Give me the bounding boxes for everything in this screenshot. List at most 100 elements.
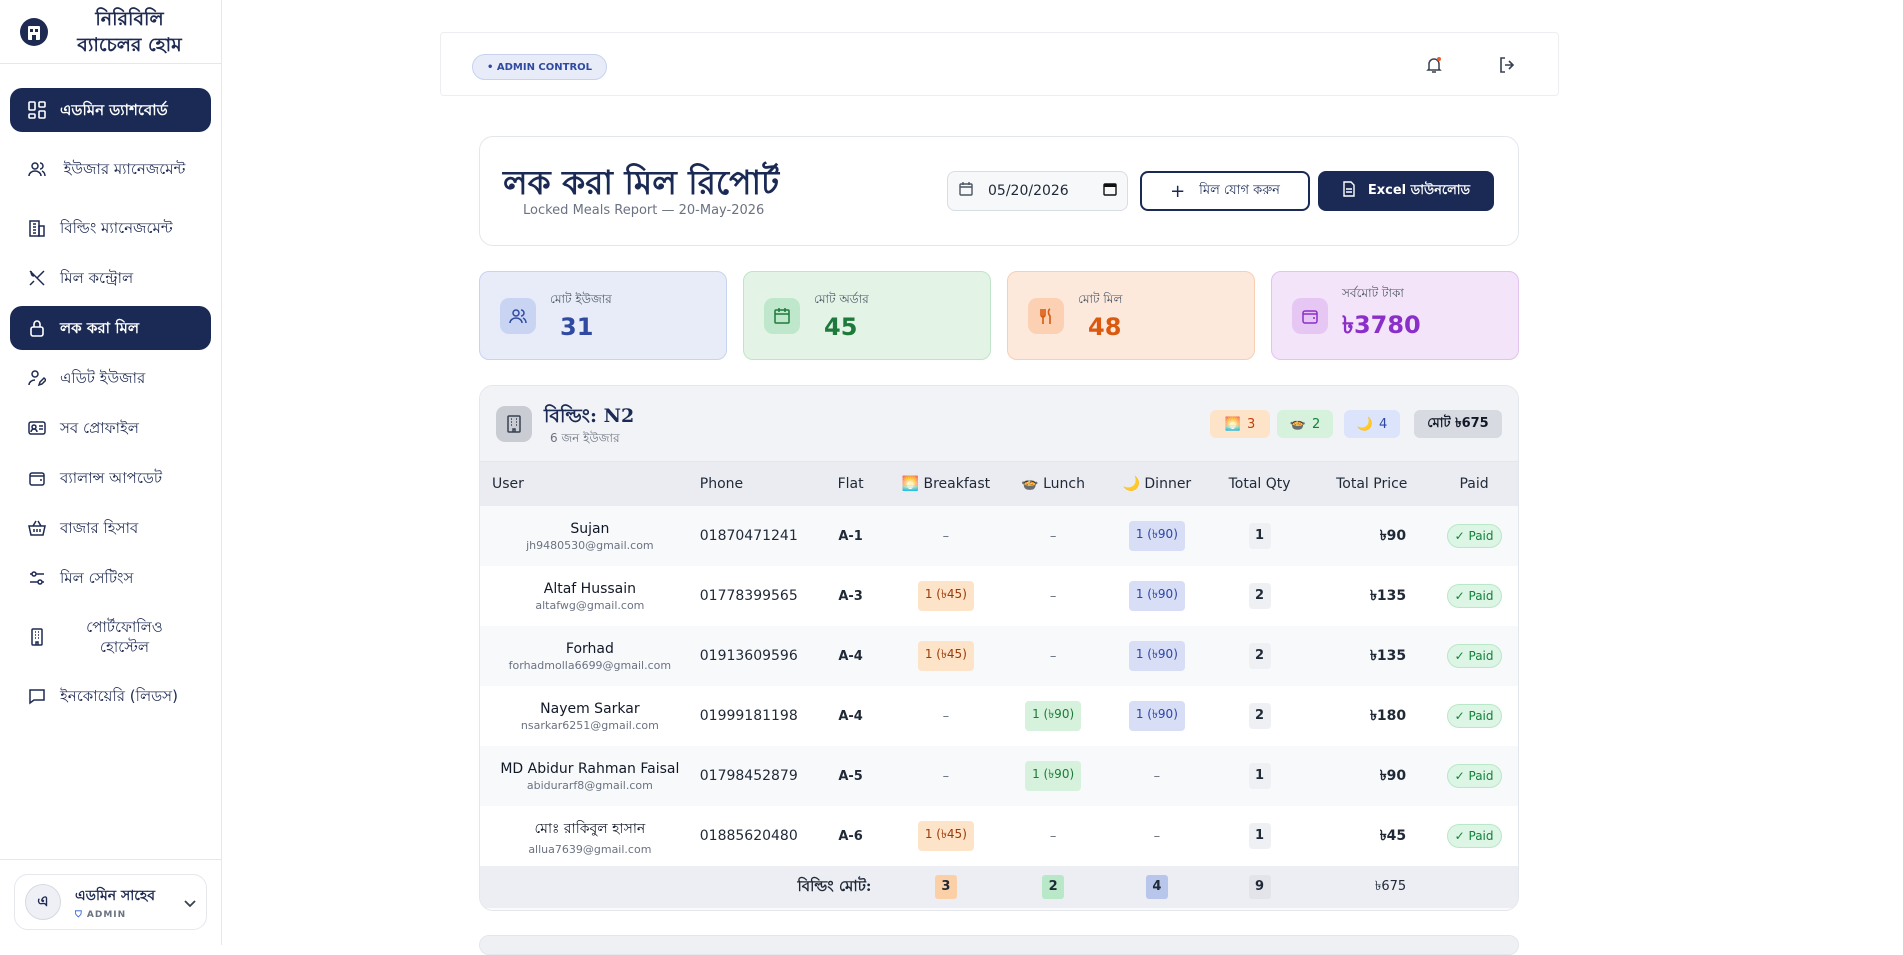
stat-total-amount: সর্বমোট টাকা ৳3780 bbox=[1271, 271, 1519, 360]
lunch-meal-tag: 1 (৳90) bbox=[1025, 701, 1082, 731]
sidebar-item-label: ইউজার ম্যানেজমেন্ট bbox=[63, 160, 186, 178]
column-header[interactable]: Total Price bbox=[1313, 462, 1431, 506]
sidebar-item-label: বিল্ডিং ম্যানেজমেন্ট bbox=[60, 219, 173, 237]
sidebar-item-label: পোর্টফোলিও হোস্টেল bbox=[86, 618, 163, 656]
date-picker[interactable]: 05/20/2026 bbox=[947, 171, 1128, 211]
table-row[interactable]: MD Abidur Rahman Faisal abidurarf8@gmail.… bbox=[480, 746, 1518, 806]
total-price: ৳90 bbox=[1313, 506, 1431, 566]
avatar: এ bbox=[25, 884, 61, 920]
logout-icon[interactable] bbox=[1495, 53, 1519, 77]
paid-badge: ✓ Paid bbox=[1446, 584, 1502, 608]
calendar-icon bbox=[958, 181, 974, 201]
calendar-picker-icon[interactable] bbox=[1103, 182, 1117, 200]
total-lunch: 2 bbox=[1042, 875, 1065, 899]
sidebar-item-balance-update[interactable]: ব্যালান্স আপডেট bbox=[10, 456, 211, 500]
excel-download-button[interactable]: Excel ডাউনলোড bbox=[1318, 171, 1494, 211]
sidebar-item-admin-dashboard[interactable]: এডমিন ড্যাশবোর্ড bbox=[10, 88, 211, 132]
column-header[interactable]: Flat bbox=[807, 462, 894, 506]
column-header[interactable]: Phone bbox=[699, 462, 808, 506]
building-header: বিল্ডিং: N2 6 জন ইউজার 🌅 3 🍲 2 🌙 4 মোট ৳675 bbox=[480, 386, 1518, 462]
paid-badge: ✓ Paid bbox=[1446, 704, 1502, 728]
sidebar-item-meal-control[interactable]: মিল কন্ট্রোল bbox=[10, 256, 211, 300]
user-email: jh9480530@gmail.com bbox=[526, 538, 654, 552]
breakfast-meal-tag: 1 (৳45) bbox=[917, 581, 974, 611]
sliders-icon bbox=[26, 567, 48, 589]
phone: 01885620480 bbox=[699, 806, 808, 866]
id-card-icon bbox=[26, 417, 48, 439]
sidebar-item-all-profiles[interactable]: সব প্রোফাইল bbox=[10, 406, 211, 450]
column-header[interactable]: Total Qty bbox=[1205, 462, 1314, 506]
plus-icon: + bbox=[1170, 180, 1186, 202]
sidebar-item-locked-meals[interactable]: লক করা মিল bbox=[10, 306, 211, 350]
total-breakfast: 3 bbox=[934, 875, 957, 899]
empty-meal: – bbox=[1049, 828, 1057, 844]
column-header[interactable]: Paid bbox=[1430, 462, 1518, 506]
empty-meal: – bbox=[1049, 588, 1057, 604]
user-email: altafwg@gmail.com bbox=[535, 598, 645, 612]
empty-meal: – bbox=[942, 708, 950, 724]
notification-bell-icon[interactable] bbox=[1422, 53, 1446, 77]
paid-badge: ✓ Paid bbox=[1446, 824, 1502, 848]
user-name: মোঃ রাকিবুল হাসান bbox=[534, 820, 646, 837]
table-row[interactable]: Nayem Sarkar nsarkar6251@gmail.com 0199918… bbox=[480, 686, 1518, 746]
column-header[interactable]: 🌙 Dinner bbox=[1107, 462, 1206, 506]
total-price: ৳90 bbox=[1313, 746, 1431, 806]
table-row[interactable]: Altaf Hussain altafwg@gmail.com 0177839956… bbox=[480, 566, 1518, 626]
moon-icon: 🌙 bbox=[1356, 416, 1373, 432]
sidebar-item-meal-settings[interactable]: মিল সেটিংস bbox=[10, 556, 211, 600]
wallet-icon bbox=[1292, 297, 1328, 334]
total-price: ৳675 bbox=[1313, 866, 1431, 908]
sidebar-item-inquiry-leads[interactable]: ইনকোয়েরি (লিডস) bbox=[10, 674, 211, 718]
stat-value: 48 bbox=[1088, 312, 1122, 341]
total-qty: 1 bbox=[1248, 763, 1271, 789]
breakfast-count: 3 bbox=[1246, 416, 1256, 432]
sidebar-item-bazar-account[interactable]: বাজার হিসাব bbox=[10, 506, 211, 550]
total-price: ৳135 bbox=[1313, 626, 1431, 686]
message-icon bbox=[26, 685, 48, 707]
sidebar-item-portfolio-hostel[interactable]: পোর্টফোলিও হোস্টেল bbox=[10, 606, 211, 668]
flat: A-3 bbox=[807, 566, 894, 626]
chevron-down-icon[interactable] bbox=[184, 893, 196, 912]
utensils-icon bbox=[26, 267, 48, 289]
dinner-meal-tag: 1 (৳90) bbox=[1128, 581, 1185, 611]
user-name: Sujan bbox=[570, 520, 610, 537]
column-header[interactable]: 🍲 Lunch bbox=[998, 462, 1108, 506]
user-edit-icon bbox=[26, 367, 48, 389]
sidebar-item-building-management[interactable]: বিল্ডিং ম্যানেজমেন্ট bbox=[10, 206, 211, 250]
user-email: forhadmolla6699@gmail.com bbox=[508, 658, 672, 672]
sidebar-item-label: ইনকোয়েরি (লিডস) bbox=[60, 687, 178, 705]
next-building-card bbox=[479, 935, 1519, 955]
user-profile-card[interactable]: এ এডমিন সাহেব ⛉ ADMIN bbox=[14, 874, 207, 930]
stat-total-orders: মোট অর্ডার 45 bbox=[743, 271, 991, 360]
lunch-count-chip: 🍲 2 bbox=[1277, 410, 1333, 438]
sidebar-item-label: এডমিন ড্যাশবোর্ড bbox=[60, 101, 168, 119]
user-name: এডমিন সাহেব bbox=[75, 888, 156, 904]
table-row[interactable]: Forhad forhadmolla6699@gmail.com 019136095… bbox=[480, 626, 1518, 686]
total-qty: 9 bbox=[1248, 875, 1271, 899]
sidebar-item-label: এডিট ইউজার bbox=[60, 369, 146, 387]
sidebar-item-user-management[interactable]: ইউজার ম্যানেজমেন্ট bbox=[10, 138, 211, 200]
brand[interactable]: নিরিবিলি ব্যাচেলর হোম bbox=[0, 0, 221, 64]
brand-line-1: নিরিবিলি bbox=[95, 7, 164, 30]
user-email: abidurarf8@gmail.com bbox=[526, 778, 653, 792]
user-role: ⛉ ADMIN bbox=[75, 910, 184, 920]
utensils-icon bbox=[1028, 297, 1064, 334]
dashboard-icon bbox=[26, 99, 48, 121]
empty-meal: – bbox=[1049, 528, 1057, 544]
paid-badge: ✓ Paid bbox=[1446, 764, 1502, 788]
column-header[interactable]: 🌅 Breakfast bbox=[893, 462, 999, 506]
lock-icon bbox=[26, 317, 48, 339]
column-header[interactable]: User bbox=[480, 462, 700, 506]
sidebar-item-label: সব প্রোফাইল bbox=[60, 419, 139, 437]
stat-value: ৳3780 bbox=[1342, 310, 1421, 339]
table-row[interactable]: Sujan jh9480530@gmail.com 01870471241 A-1 – –… bbox=[480, 506, 1518, 566]
table-row[interactable]: মোঃ রাকিবুল হাসান allua7639@gmail.com 0188… bbox=[480, 806, 1518, 866]
add-meal-button[interactable]: + মিল যোগ করুন bbox=[1140, 171, 1310, 211]
basket-icon bbox=[26, 517, 48, 539]
building-icon bbox=[26, 217, 48, 239]
empty-meal: – bbox=[1049, 648, 1057, 664]
sidebar-item-edit-user[interactable]: এডিট ইউজার bbox=[10, 356, 211, 400]
dinner-meal-tag: 1 (৳90) bbox=[1128, 701, 1185, 731]
admin-control-badge: • ADMIN CONTROL bbox=[472, 54, 608, 80]
phone: 01778399565 bbox=[699, 566, 808, 626]
